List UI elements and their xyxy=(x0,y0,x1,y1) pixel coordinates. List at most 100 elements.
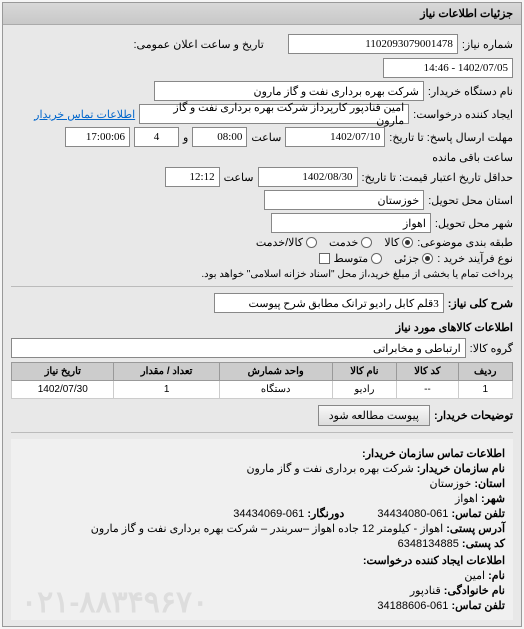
contact-city: اهواز xyxy=(455,493,478,505)
and-label: و xyxy=(183,131,188,144)
table-row: 1 -- رادیو دستگاه 1 1402/07/30 xyxy=(12,381,513,399)
row-validity: حداقل تاریخ اعتبار قیمت: تا تاریخ: 1402/… xyxy=(11,167,513,187)
cat-goods-service-label: کالا/خدمت xyxy=(256,236,303,249)
validity-date-field: 1402/08/30 xyxy=(258,167,358,187)
announce-field: 1402/07/05 - 14:46 xyxy=(383,58,513,78)
creator-fname-label: نام: xyxy=(488,570,505,582)
deadline-date-field: 1402/07/10 xyxy=(285,127,385,147)
col-row: ردیف xyxy=(458,363,512,381)
contact-link[interactable]: اطلاعات تماس خریدار xyxy=(34,108,135,121)
row-city: شهر محل تحویل: اهواز xyxy=(11,213,513,233)
radio-icon xyxy=(422,253,433,264)
divider xyxy=(11,286,513,287)
province-field: خوزستان xyxy=(264,190,424,210)
row-category: طبقه بندی موضوعی: کالا خدمت کالا/خدمت xyxy=(11,236,513,249)
validity-at-label: ساعت xyxy=(224,171,254,184)
buy-type-label: نوع فرآیند خرید : xyxy=(437,252,513,265)
contact-fax: 061-34434069 xyxy=(233,508,304,520)
cell-name: رادیو xyxy=(332,381,397,399)
cell-code: -- xyxy=(397,381,458,399)
row-creator: ایجاد کننده درخواست: امین قنادپور کارپرد… xyxy=(11,104,513,124)
creator-phone: 061-34188606 xyxy=(377,600,448,612)
cat-service-label: خدمت xyxy=(329,236,358,249)
contact-city-line: شهر: اهواز xyxy=(19,492,505,505)
city-field: اهواز xyxy=(271,213,431,233)
radio-icon xyxy=(371,253,382,264)
buy-small-option[interactable]: جزئی xyxy=(394,252,433,265)
row-request-no: شماره نیاز: 1102093079001478 تاریخ و ساع… xyxy=(11,34,513,78)
city-label: شهر محل تحویل: xyxy=(435,217,513,230)
creator-field: امین قنادپور کارپرداز شرکت بهره برداری ن… xyxy=(139,104,409,124)
cell-row: 1 xyxy=(458,381,512,399)
buy-small-label: جزئی xyxy=(394,252,419,265)
buy-medium-label: متوسط xyxy=(334,252,369,265)
contact-province: خوزستان xyxy=(429,478,471,490)
radio-icon xyxy=(306,237,317,248)
remain-label: ساعت باقی مانده xyxy=(432,151,513,164)
request-no-label: شماره نیاز: xyxy=(462,38,513,51)
notes-label: توضیحات خریدار: xyxy=(434,409,513,422)
cat-goods-label: کالا xyxy=(384,236,399,249)
validity-time-field: 12:12 xyxy=(165,167,220,187)
deadline-label: مهلت ارسال پاسخ: تا تاریخ: xyxy=(389,131,513,144)
cat-goods-service-option[interactable]: کالا/خدمت xyxy=(256,236,317,249)
creator-header: اطلاعات ایجاد کننده درخواست: xyxy=(19,554,505,567)
items-table: ردیف کد کالا نام کالا واحد شمارش تعداد /… xyxy=(11,362,513,399)
buy-medium-option[interactable]: متوسط xyxy=(334,252,383,265)
col-qty: تعداد / مقدار xyxy=(114,363,219,381)
contact-org-label: نام سازمان خریدار: xyxy=(417,463,505,475)
contact-section: ۰۲۱-۸۸۳۴۹۶۷۰ اطلاعات تماس سازمان خریدار:… xyxy=(11,439,513,620)
cat-goods-option[interactable]: کالا xyxy=(384,236,413,249)
contact-phone: 061-34434080 xyxy=(377,508,448,520)
creator-phone-label: تلفن تماس: xyxy=(451,600,505,612)
buyer-org-field: شرکت بهره برداری نفت و گاز مارون xyxy=(154,81,424,101)
col-name: نام کالا xyxy=(332,363,397,381)
group-label: گروه کالا: xyxy=(470,342,513,355)
deadline-time-field: 08:00 xyxy=(192,127,247,147)
divider xyxy=(11,432,513,433)
province-label: استان محل تحویل: xyxy=(428,194,513,207)
row-subject: شرح کلی نیاز: 3قلم کابل رادیو ترانک مطاب… xyxy=(11,293,513,313)
cell-unit: دستگاه xyxy=(219,381,332,399)
days-field: 4 xyxy=(134,127,179,147)
buy-type-radio-group: جزئی متوسط xyxy=(334,252,434,265)
radio-icon xyxy=(361,237,372,248)
remain-time-field: 17:00:06 xyxy=(65,127,130,147)
category-radio-group: کالا خدمت کالا/خدمت xyxy=(256,236,413,249)
cell-date: 1402/07/30 xyxy=(12,381,114,399)
buy-note: پرداخت تمام یا بخشی از مبلغ خرید،از محل … xyxy=(201,269,513,280)
creator-phone-line: تلفن تماس: 061-34188606 xyxy=(19,599,505,612)
contact-org: شرکت بهره برداری نفت و گاز مارون xyxy=(246,463,413,475)
creator-lname-label: نام خانوادگی: xyxy=(444,585,505,597)
radio-icon xyxy=(402,237,413,248)
panel-body: شماره نیاز: 1102093079001478 تاریخ و ساع… xyxy=(3,25,521,626)
row-notes: توضیحات خریدار: پیوست مطالعه شود xyxy=(11,405,513,426)
items-section-title: اطلاعات کالاهای مورد نیاز xyxy=(11,321,513,334)
col-unit: واحد شمارش xyxy=(219,363,332,381)
category-label: طبقه بندی موضوعی: xyxy=(417,236,513,249)
deadline-at-label: ساعت xyxy=(251,131,281,144)
announce-label: تاریخ و ساعت اعلان عمومی: xyxy=(133,38,263,51)
contact-province-label: استان: xyxy=(474,478,505,490)
creator-fname: امین xyxy=(464,570,485,582)
cat-service-option[interactable]: خدمت xyxy=(329,236,372,249)
col-code: کد کالا xyxy=(397,363,458,381)
cell-qty: 1 xyxy=(114,381,219,399)
treasury-checkbox[interactable] xyxy=(319,253,330,264)
contact-phone-line: تلفن تماس: 061-34434080 دورنگار: 061-344… xyxy=(19,507,505,520)
attachment-button[interactable]: پیوست مطالعه شود xyxy=(318,405,430,426)
subject-field: 3قلم کابل رادیو ترانک مطابق شرح پیوست xyxy=(214,293,444,313)
col-date: تاریخ نیاز xyxy=(12,363,114,381)
contact-postal: 6348134885 xyxy=(398,538,459,550)
contact-city-label: شهر: xyxy=(481,493,505,505)
table-header-row: ردیف کد کالا نام کالا واحد شمارش تعداد /… xyxy=(12,363,513,381)
contact-address-label: آدرس پستی: xyxy=(446,523,505,535)
creator-lname: قنادپور xyxy=(410,585,441,597)
contact-postal-line: کد پستی: 6348134885 xyxy=(19,537,505,550)
contact-province-line: استان: خوزستان xyxy=(19,477,505,490)
contact-phone-label: تلفن تماس: xyxy=(451,508,505,520)
row-province: استان محل تحویل: خوزستان xyxy=(11,190,513,210)
validity-label: حداقل تاریخ اعتبار قیمت: تا تاریخ: xyxy=(362,171,513,184)
contact-fax-label: دورنگار: xyxy=(307,508,344,520)
row-buy-type: نوع فرآیند خرید : جزئی متوسط پرداخت تمام… xyxy=(11,252,513,280)
